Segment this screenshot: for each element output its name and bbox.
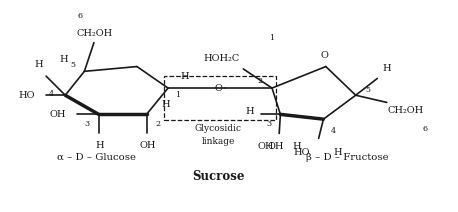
Text: 5: 5 — [365, 86, 370, 95]
Text: 4: 4 — [49, 90, 54, 98]
Text: H: H — [333, 148, 342, 157]
Text: 2: 2 — [257, 77, 262, 85]
Text: β – D – Fructose: β – D – Fructose — [306, 153, 389, 162]
Text: Glycosidic: Glycosidic — [195, 124, 242, 133]
Text: CH₂OH: CH₂OH — [77, 29, 113, 38]
Text: 5: 5 — [70, 61, 75, 69]
Text: H: H — [161, 100, 170, 109]
Text: HO: HO — [19, 91, 35, 100]
Text: 6: 6 — [77, 12, 82, 20]
Text: 4: 4 — [330, 127, 336, 135]
Text: 3: 3 — [84, 120, 89, 128]
Text: 3: 3 — [266, 120, 271, 128]
Text: H: H — [96, 141, 104, 150]
Text: 2: 2 — [156, 120, 161, 128]
Text: H: H — [60, 55, 68, 64]
Text: 1: 1 — [269, 34, 275, 42]
Text: OH: OH — [140, 141, 156, 150]
Text: linkage: linkage — [202, 137, 235, 146]
Bar — [164, 76, 276, 120]
Text: HO: HO — [294, 148, 310, 157]
Text: O: O — [321, 51, 328, 60]
Text: OH: OH — [267, 142, 284, 151]
Text: H: H — [382, 64, 391, 73]
Text: α – D – Glucose: α – D – Glucose — [57, 153, 136, 162]
Text: OH: OH — [50, 110, 66, 119]
Text: Sucrose: Sucrose — [192, 170, 245, 183]
Text: OH: OH — [258, 142, 274, 151]
Text: H: H — [180, 72, 189, 81]
Text: H: H — [35, 60, 43, 69]
Text: H: H — [293, 142, 301, 151]
Text: HOH₂C: HOH₂C — [204, 54, 240, 63]
Text: CH₂OH: CH₂OH — [388, 106, 424, 115]
Text: 6: 6 — [422, 125, 428, 133]
Text: O: O — [214, 84, 222, 93]
Text: 1: 1 — [175, 91, 180, 99]
Text: H: H — [245, 107, 254, 116]
